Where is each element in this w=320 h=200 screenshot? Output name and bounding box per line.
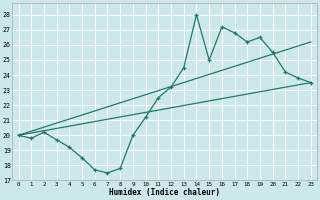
X-axis label: Humidex (Indice chaleur): Humidex (Indice chaleur) xyxy=(109,188,220,197)
